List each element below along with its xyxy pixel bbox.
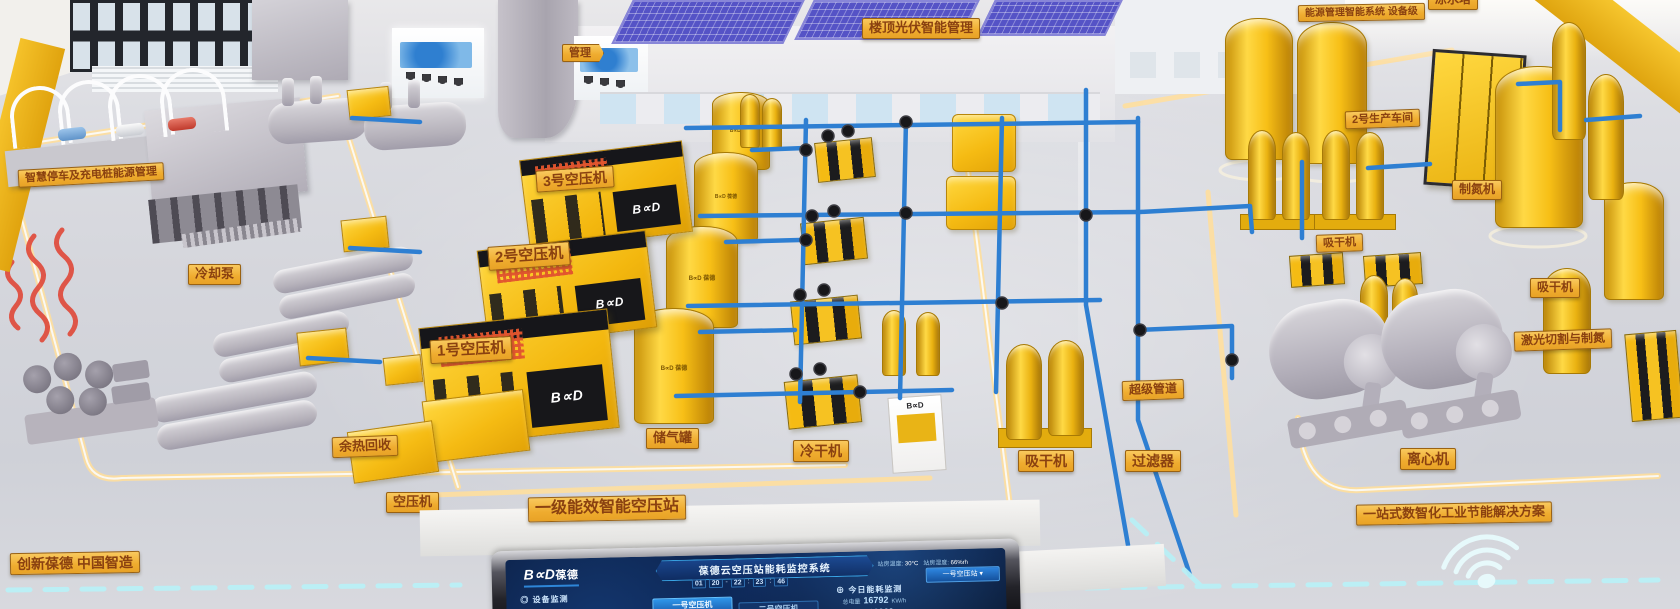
label-plaque: 管理 (562, 44, 604, 63)
desiccant-tower (1356, 132, 1384, 220)
label-plaque: 制氮机 (1452, 180, 1503, 200)
awning-slats (92, 66, 278, 92)
label-plaque: 激光切割与制氮 (1513, 328, 1613, 352)
red-wall-art (5, 227, 78, 343)
label-plaque: 空压机 (386, 492, 440, 513)
label-plaque: 超级管道 (1121, 378, 1185, 401)
touchscreen-console: B∝D葆德 葆德云空压站能耗监控系统 01 20-22:23:46 站房温度: 3… (491, 538, 1021, 609)
console-brand-logo: B∝D葆德 (523, 565, 579, 588)
stack-tank-chimney (282, 78, 294, 106)
monitor-icon: ◎ (520, 595, 530, 605)
control-room-1-screens (400, 42, 472, 68)
chevron-down-icon: ▾ (979, 570, 984, 578)
thin-tank (1588, 74, 1624, 200)
stack-tank-chimney (408, 80, 420, 108)
label-plaque: 1号空压机 (429, 335, 513, 364)
device-monitor-panel: ◎ 设备监测 运行 4 停机 1 (520, 594, 569, 605)
label-plaque: 一级能效智能空压站 (527, 494, 687, 523)
label-plaque: 能源管理智能系统 设备级 (1297, 2, 1425, 23)
energy-icon: ⊕ (836, 585, 846, 596)
label-plaque: 创新葆德 中国智造 (9, 550, 141, 576)
label-plaque: 一站式数智化工业节能解决方案 (1355, 501, 1553, 526)
console-clock: 01 20-22:23:46 (691, 577, 789, 589)
pv-building-windows (600, 92, 1100, 124)
label-plaque: 过滤器 (1125, 450, 1181, 473)
desiccant-tower (1048, 340, 1084, 436)
stack-tank-chimney (310, 76, 322, 104)
tab-compressor-1[interactable]: 一号空压机 (652, 596, 733, 609)
desiccant-tower (1248, 130, 1276, 220)
label-plaque: 冷干机 (793, 440, 849, 463)
filter-tower (916, 312, 940, 376)
label-plaque: 2号生产车间 (1344, 108, 1421, 130)
gray-cylinder-tower (498, 0, 578, 138)
tall-tank (1604, 182, 1664, 300)
desiccant-tower (1006, 344, 1042, 440)
label-plaque: 吸干机 (1315, 233, 1364, 254)
tab-compressor-2[interactable]: 二号空压机 (738, 600, 819, 609)
station-select-dropdown[interactable]: 一号空压站 ▾ (925, 566, 1000, 583)
table-front-edge-right (1004, 543, 1166, 595)
console-screen: B∝D葆德 葆德云空压站能耗监控系统 01 20-22:23:46 站房温度: 3… (505, 547, 1007, 609)
pipe-valves (789, 115, 1239, 399)
label-plaque: 凉水塔 (1428, 0, 1479, 10)
desiccant-tower (1322, 130, 1350, 220)
label-plaque: 吸干机 (1018, 450, 1074, 473)
desiccant-tower (1282, 132, 1310, 220)
floor-dashed-line (5, 517, 1661, 593)
big-tank-right (1495, 66, 1583, 228)
tall-building (252, 0, 348, 80)
label-plaque: 储气罐 (646, 428, 700, 449)
pump-skid (946, 176, 1016, 230)
label-plaque: 楼顶光伏智能管理 (862, 18, 981, 39)
label-plaque: 余热回收 (331, 434, 399, 459)
label-plaque: 冷却泵 (188, 264, 242, 285)
wifi-icon (1441, 534, 1520, 589)
total-electricity-row: 总电量 16792 KW/h (842, 594, 907, 606)
label-plaque: 吸干机 (1530, 278, 1581, 298)
label-plaque: 离心机 (1400, 448, 1456, 471)
filter-tower (740, 94, 760, 148)
